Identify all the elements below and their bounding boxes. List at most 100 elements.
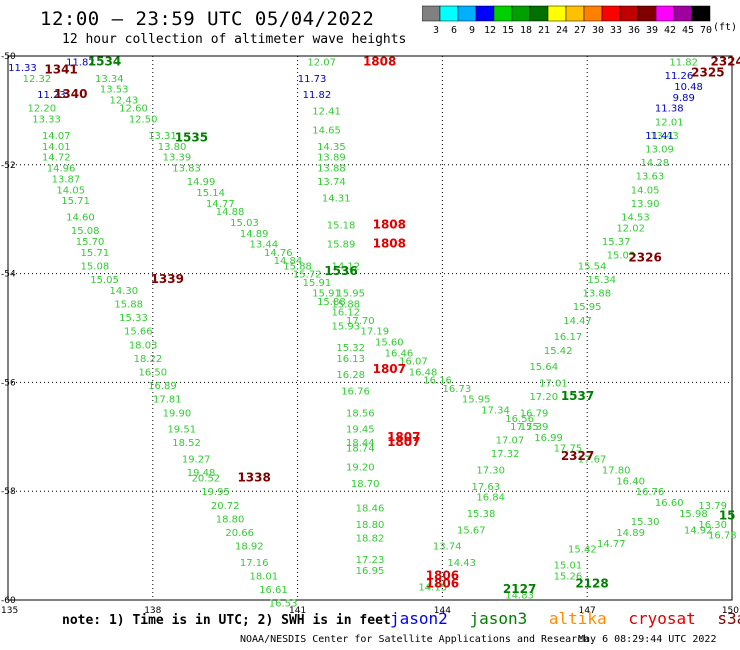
wave-height-label-altika: 18.22 (134, 354, 163, 365)
wave-height-label-altika: 15.01 (554, 561, 583, 572)
wave-height-label-jason2: 9.89 (673, 93, 695, 104)
wave-height-label-cryosat: 1806 (426, 569, 459, 583)
wave-height-label-altika: 16.61 (259, 585, 288, 596)
wave-height-label-jason3: 1536 (324, 264, 357, 278)
wave-height-label-altika: 15.60 (375, 338, 404, 349)
wave-height-label-jason3: 2128 (575, 577, 608, 591)
credit-line: NOAA/NESDIS Center for Satellite Applica… (240, 634, 590, 645)
wave-height-label-altika: 15.93 (332, 321, 361, 332)
colorbar-swatch (691, 5, 711, 22)
wave-height-label-altika: 13.90 (631, 199, 660, 210)
wave-height-label-cryosat: 1806 (426, 577, 459, 591)
wave-height-label-altika: 18.46 (356, 504, 385, 515)
wave-height-label-altika: 19.27 (182, 455, 211, 466)
y-tick-label: -52 (1, 161, 16, 171)
wave-height-label-altika: 20.52 (192, 474, 221, 485)
wave-height-label-altika: 19.90 (163, 408, 192, 419)
chart-subtitle: 12 hour collection of altimeter wave hei… (62, 32, 407, 47)
x-tick-label: 144 (434, 606, 451, 616)
colorbar-tick: 36 (628, 25, 640, 35)
wave-height-label-altika: 15.88 (317, 297, 346, 308)
wave-height-label-altika: 18.74 (346, 444, 375, 455)
wave-height-label-altika: 12.20 (27, 104, 56, 115)
y-tick-label: -56 (1, 378, 16, 388)
wave-height-label-altika: 15.08 (71, 226, 100, 237)
wave-height-label-altika: 17.34 (481, 406, 510, 417)
wave-height-label-altika: 15.42 (544, 346, 573, 357)
wave-height-label-altika: 15.08 (81, 261, 110, 272)
wave-height-label-altika: 14.84 (274, 256, 303, 267)
wave-height-label-altika: 17.81 (153, 395, 182, 406)
wave-height-label-altika: 14.30 (110, 286, 139, 297)
wave-height-label-altika: 14.53 (621, 212, 650, 223)
wave-height-label-s3a: 2326 (628, 250, 661, 264)
wave-height-label-altika: 14.89 (616, 528, 645, 539)
colorbar-tick: 30 (592, 25, 604, 35)
wave-height-label-altika: 15.71 (81, 248, 110, 259)
wave-height-label-altika: 16.56 (505, 414, 534, 425)
wave-height-label-jason2: 11.38 (655, 104, 684, 115)
x-tick-label: 141 (289, 606, 306, 616)
wave-height-label-altika: 18.52 (172, 438, 201, 449)
wave-height-label-altika: 15.64 (529, 362, 558, 373)
wave-height-label-altika: 15.91 (312, 289, 341, 300)
colorbar-tick: 33 (610, 25, 622, 35)
wave-height-label-altika: 18.82 (356, 533, 385, 544)
wave-height-label-altika: 12.50 (129, 115, 158, 126)
wave-height-label-altika: 11.82 (669, 57, 698, 68)
wave-height-label-altika: 19.45 (346, 425, 375, 436)
wave-height-label-altika: 14.47 (563, 316, 592, 327)
wave-height-label-altika: 15.89 (327, 240, 356, 251)
wave-height-label-altika: 13.31 (148, 131, 177, 142)
chart-title: 12:00 — 23:59 UTC 05/04/2022 (40, 8, 375, 30)
wave-height-label-altika: 16.16 (423, 376, 452, 387)
wave-height-label-cryosat: 1807 (387, 435, 420, 449)
colorbar-tick: 45 (682, 25, 694, 35)
wave-height-label-altika: 18.56 (346, 408, 375, 419)
wave-height-label-s3a: 1340 (54, 87, 87, 101)
satellite-legend: jason2 jason3 altika cryosat s3a (390, 609, 740, 628)
wave-height-label-altika: 14.96 (47, 164, 76, 175)
colorbar-tick: 27 (574, 25, 586, 35)
wave-height-label-altika: 16.76 (636, 487, 665, 498)
wave-height-label-altika: 16.46 (385, 348, 414, 359)
wave-height-label-altika: 15.38 (467, 509, 496, 520)
wave-height-label-altika: 16.73 (443, 384, 472, 395)
wave-height-label-altika: 15.26 (554, 572, 583, 583)
y-tick-label: -60 (1, 596, 16, 606)
wave-height-label-jason2: 11.26 (665, 71, 694, 82)
wave-height-label-altika: 13.89 (317, 153, 346, 164)
wave-height-label-altika: 13.43 (650, 131, 679, 142)
wave-height-label-jason3: 2127 (503, 582, 536, 596)
wave-height-label-s3a: 1339 (151, 272, 184, 286)
wave-height-label-altika: 14.77 (206, 199, 235, 210)
wave-height-label-altika: 14.15 (418, 582, 447, 593)
wave-height-label-altika: 15.05 (90, 275, 119, 286)
wave-height-label-cryosat: 1808 (363, 54, 396, 68)
wave-height-label-altika: 14.92 (684, 525, 713, 536)
y-tick-label: -58 (1, 487, 16, 497)
wave-height-label-s3a: 2325 (691, 65, 724, 79)
wave-height-label-altika: 16.12 (332, 308, 361, 319)
wave-height-label-altika: 14.35 (317, 142, 346, 153)
wave-height-label-altika: 15.71 (61, 196, 90, 207)
wave-height-label-altika: 13.33 (32, 115, 61, 126)
wave-height-label-altika: 12.01 (655, 117, 684, 128)
wave-height-label-altika: 14.76 (264, 248, 293, 259)
wave-height-label-altika: 15.67 (457, 525, 486, 536)
colorbar-tick: 70 (700, 25, 712, 35)
wave-height-label-altika: 12.43 (110, 96, 139, 107)
wave-height-label-cryosat: 1807 (373, 362, 406, 376)
wave-height-label-altika: 16.76 (341, 387, 370, 398)
wave-height-label-altika: 12.07 (307, 57, 336, 68)
wave-height-label-jason2: 11.82 (303, 90, 332, 101)
wave-height-label-altika: 17.23 (356, 555, 385, 566)
colorbar-tick: 6 (451, 25, 457, 35)
wave-height-label-altika: 16.30 (698, 520, 727, 531)
wave-height-label-altika: 16.28 (336, 370, 365, 381)
legend-jason3: jason3 (469, 609, 528, 628)
wave-height-label-altika: 13.09 (645, 144, 674, 155)
wave-height-label-altika: 15.98 (679, 509, 708, 520)
wave-height-label-altika: 17.07 (496, 436, 525, 447)
color-scale-bar: 3 6 9 12 15 18 21 24 27 30 33 36 39 42 45 70 (422, 5, 712, 35)
